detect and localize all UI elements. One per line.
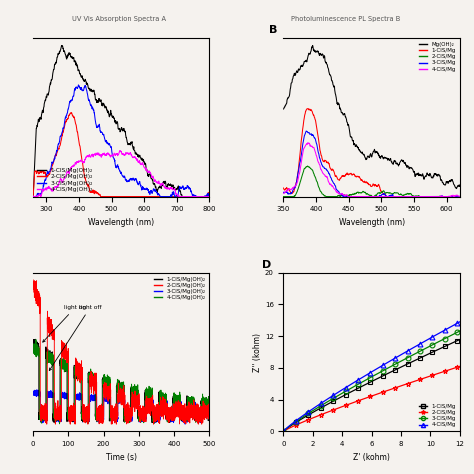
X-axis label: Z' (kohm): Z' (kohm) xyxy=(353,453,390,462)
X-axis label: Wavelength (nm): Wavelength (nm) xyxy=(338,218,405,227)
Text: light on: light on xyxy=(43,305,86,342)
Text: D: D xyxy=(262,260,272,270)
Legend: 1-CIS/Mg(OH)₂, 2-CIS/Mg(OH)₂, 3-CIS/Mg(OH)₂, 4-CIS/Mg(OH)₂: 1-CIS/Mg(OH)₂, 2-CIS/Mg(OH)₂, 3-CIS/Mg(O… xyxy=(36,166,94,194)
Y-axis label: Z'' (kohm): Z'' (kohm) xyxy=(253,333,262,372)
Text: Photoluminescence PL Spectra B: Photoluminescence PL Spectra B xyxy=(292,16,401,22)
X-axis label: Time (s): Time (s) xyxy=(106,453,137,462)
Legend: Mg(OH)₂, 1-CIS/Mg, 2-CIS/Mg, 3-CIS/Mg, 4-CIS/Mg: Mg(OH)₂, 1-CIS/Mg, 2-CIS/Mg, 3-CIS/Mg, 4… xyxy=(418,41,457,73)
Text: B: B xyxy=(269,25,278,35)
Text: light off: light off xyxy=(49,305,101,371)
Legend: 1-CIS/Mg(OH)₂, 2-CIS/Mg(OH)₂, 3-CIS/Mg(OH)₂, 4-CIS/Mg(OH)₂: 1-CIS/Mg(OH)₂, 2-CIS/Mg(OH)₂, 3-CIS/Mg(O… xyxy=(153,275,207,301)
X-axis label: Wavelength (nm): Wavelength (nm) xyxy=(88,218,155,227)
Text: UV Vis Absorption Spectra A: UV Vis Absorption Spectra A xyxy=(72,16,165,22)
Legend: 1-CIS/Mg, 2-CIS/Mg, 3-CIS/Mg, 4-CIS/Mg: 1-CIS/Mg, 2-CIS/Mg, 3-CIS/Mg, 4-CIS/Mg xyxy=(418,403,457,428)
